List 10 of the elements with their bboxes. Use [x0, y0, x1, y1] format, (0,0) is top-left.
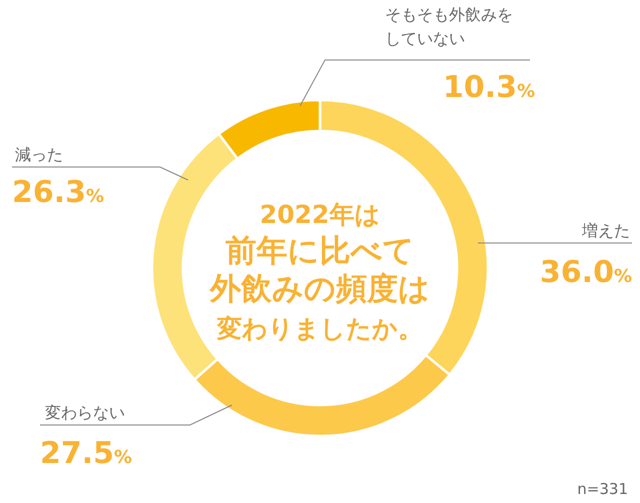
text: n=331 — [577, 480, 628, 498]
slice-label: そもそも外飲みをしていない — [385, 5, 513, 48]
text: 2022年は前年に比べて外飲みの頻度は変わりましたか。 — [209, 200, 430, 343]
slice-label: 変わらない — [45, 403, 125, 422]
data-label: 27.5% — [40, 436, 132, 471]
data-label: 26.3% — [12, 175, 104, 210]
slice-label: 減った — [15, 145, 63, 164]
data-label: 10.3% — [442, 70, 535, 105]
data-label: 36.0% — [540, 255, 632, 290]
slice-label: 増えた — [581, 221, 630, 240]
